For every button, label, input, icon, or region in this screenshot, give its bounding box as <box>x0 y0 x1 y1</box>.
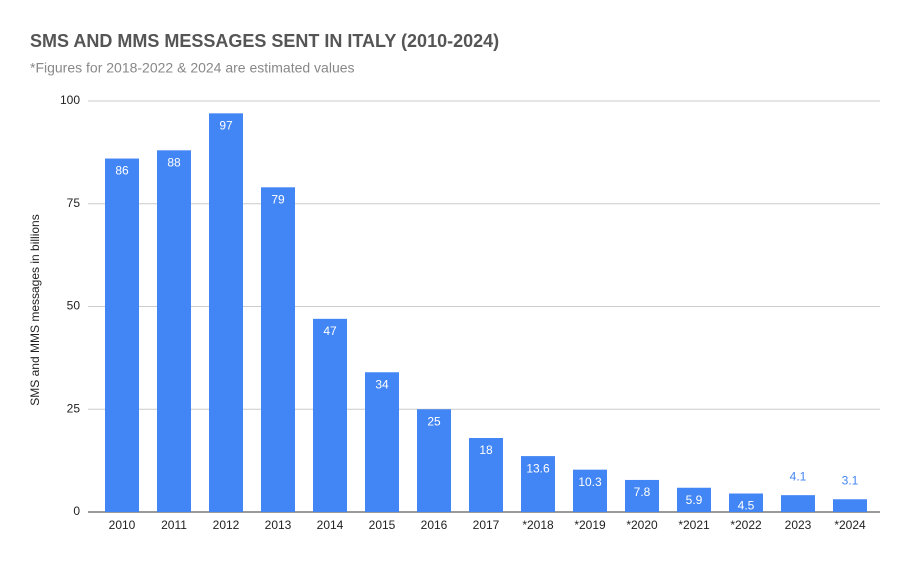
y-tick-label: 75 <box>67 196 81 210</box>
bar <box>625 479 659 512</box>
value-label: 25 <box>427 414 441 428</box>
x-tick-label: 2011 <box>161 518 187 532</box>
x-tick-label: *2022 <box>730 518 762 532</box>
bar <box>729 493 763 512</box>
value-label: 10.3 <box>578 475 602 489</box>
value-label: 4.1 <box>790 469 807 483</box>
x-tick-label: *2018 <box>522 518 554 532</box>
value-label: 34 <box>375 377 389 391</box>
bar <box>781 495 815 512</box>
bar <box>365 372 399 512</box>
chart-title: SMS AND MMS MESSAGES SENT IN ITALY (2010… <box>30 31 499 51</box>
value-label: 7.8 <box>634 485 651 499</box>
x-tick-label: *2024 <box>834 518 866 532</box>
x-tick-label: 2010 <box>109 518 136 532</box>
y-tick-label: 25 <box>67 401 81 415</box>
bar <box>573 469 607 512</box>
x-tick-label: *2019 <box>574 518 606 532</box>
bar <box>209 113 243 512</box>
value-label: 79 <box>271 192 285 206</box>
bar <box>313 318 347 512</box>
x-tick-label: *2020 <box>626 518 658 532</box>
bar <box>261 187 295 512</box>
x-tick-label: 2014 <box>317 518 344 532</box>
value-label: 4.5 <box>738 499 755 513</box>
value-label: 3.1 <box>842 473 859 487</box>
value-label: 88 <box>167 155 181 169</box>
y-tick-label: 100 <box>60 93 80 107</box>
value-label: 18 <box>479 443 493 457</box>
value-label: 5.9 <box>686 493 703 507</box>
y-tick-label: 50 <box>67 299 81 313</box>
x-tick-label: 2013 <box>265 518 292 532</box>
bar <box>677 487 711 512</box>
bar <box>105 158 139 513</box>
chart-subtitle: *Figures for 2018-2022 & 2024 are estima… <box>30 60 355 76</box>
value-label: 86 <box>115 164 129 178</box>
value-label: 97 <box>219 119 233 133</box>
x-tick-label: 2016 <box>421 518 448 532</box>
y-axis-label: SMS and MMS messages in billions <box>28 214 42 405</box>
x-tick-label: *2021 <box>678 518 710 532</box>
bar <box>157 150 191 512</box>
y-tick-label: 0 <box>73 504 80 518</box>
value-label: 13.6 <box>526 461 550 475</box>
x-tick-label: 2012 <box>213 518 240 532</box>
bar <box>833 499 867 512</box>
value-label: 47 <box>323 324 337 338</box>
x-tick-label: 2017 <box>473 518 500 532</box>
x-tick-label: 2015 <box>369 518 396 532</box>
x-tick-label: 2023 <box>785 518 812 532</box>
bar <box>417 409 451 512</box>
bar <box>521 456 555 512</box>
bar <box>469 438 503 512</box>
